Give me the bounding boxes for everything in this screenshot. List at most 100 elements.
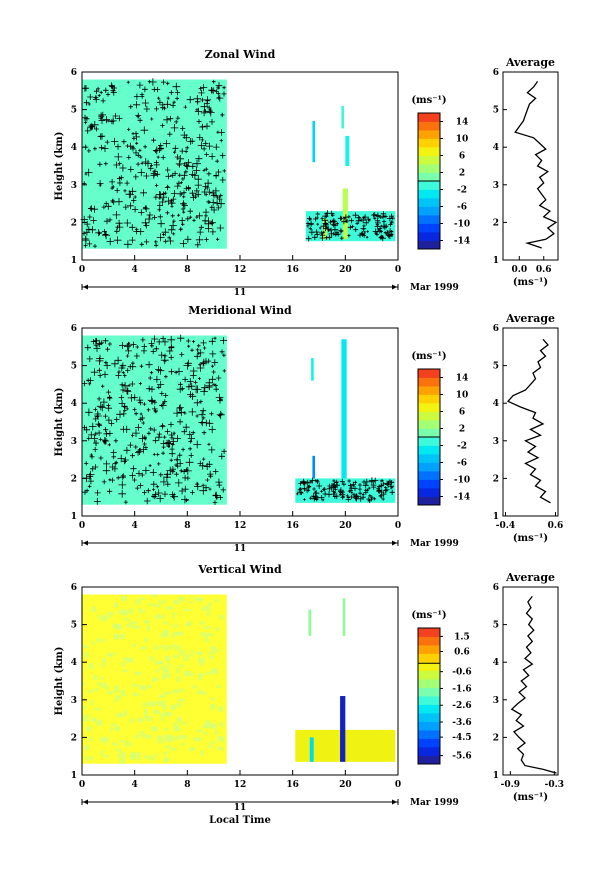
colorbar-swatch: [418, 471, 440, 480]
heatmap-cell: [86, 726, 92, 732]
panel-title: Vertical Wind: [197, 563, 282, 576]
heatmap-cell: [186, 621, 192, 626]
colorbar-tick-label: 1.5: [454, 632, 470, 642]
wind-texture-marks: [80, 78, 395, 249]
colorbar-unit: (ms⁻¹): [411, 95, 446, 106]
x-tick-label: 8: [184, 265, 190, 275]
day-bar-arrow: [392, 284, 397, 290]
day-bar-arrow: [392, 540, 397, 546]
heatmap-cell: [181, 742, 186, 746]
heatmap-cell: [83, 683, 87, 686]
heatmap-cell: [97, 614, 101, 620]
average-y-tick-label: 5: [493, 106, 499, 116]
colorbar-swatch: [418, 462, 440, 472]
colorbar-swatch: [418, 670, 440, 680]
heatmap-cell: [176, 716, 182, 722]
heatmap-cell: [113, 633, 119, 640]
heatmap-cell: [130, 752, 139, 758]
heatmap-cell: [144, 734, 152, 739]
average-y-tick-label: 4: [493, 658, 499, 668]
day-bar-arrow: [83, 284, 88, 290]
heatmap-cell: [183, 655, 190, 662]
heatmap-cell: [130, 683, 139, 688]
x-tick-label: 20: [339, 521, 352, 531]
heatmap-cell: [100, 750, 105, 756]
heatmap-cell: [151, 726, 159, 732]
heatmap-cell: [148, 656, 155, 661]
heatmap-cell: [163, 751, 167, 756]
colorbar-tick-label: -2: [457, 442, 467, 452]
heatmap-cell: [94, 688, 101, 691]
heatmap-cell: [151, 754, 158, 757]
heatmap-cell: [188, 747, 194, 752]
heatmap-cell: [161, 705, 168, 710]
heatmap-block: [312, 120, 316, 163]
average-x-tick-label: -0.4: [496, 521, 515, 531]
heatmap-cell: [206, 719, 211, 723]
heatmap-cell: [171, 735, 179, 741]
heatmap-cell: [178, 649, 186, 656]
average-x-tick-label: -0.3: [545, 780, 564, 790]
heatmap-cell: [216, 746, 223, 751]
heatmap-cell: [160, 716, 165, 722]
heatmap-cell: [138, 608, 146, 614]
colorbar-tick-label: -2: [457, 186, 467, 196]
heatmap-cell: [187, 601, 194, 604]
heatmap-cell: [217, 615, 225, 620]
heatmap-cell: [162, 691, 169, 696]
colorbar-tick-label: -14: [454, 493, 470, 503]
heatmap-cell: [204, 632, 212, 636]
heatmap-cell: [148, 755, 155, 761]
heatmap-cell: [198, 620, 205, 625]
average-y-tick-label: 3: [493, 437, 499, 447]
heatmap-cell: [198, 657, 205, 663]
colorbar-swatch: [418, 645, 440, 654]
x-tick-label: 20: [339, 265, 352, 275]
heatmap-cell: [173, 600, 180, 605]
colorbar-swatch: [418, 394, 440, 404]
heatmap-cell: [162, 665, 170, 669]
heatmap-cell: [204, 721, 210, 725]
average-y-tick-label: 3: [493, 181, 499, 191]
y-tick-label: 5: [71, 621, 77, 631]
day-label: 11: [234, 288, 247, 298]
x-tick-label: 16: [286, 780, 299, 790]
colorbar-tick-label: 10: [456, 391, 469, 401]
heatmap-cell: [208, 741, 217, 744]
heatmap-cell: [124, 618, 131, 621]
average-y-tick-label: 1: [493, 512, 499, 522]
heatmap-cell: [91, 606, 96, 612]
y-tick-label: 3: [71, 437, 77, 447]
colorbar-swatch: [418, 147, 440, 156]
heatmap-block: [309, 737, 314, 762]
heatmap-cell: [94, 708, 101, 711]
colorbar-swatch: [418, 113, 440, 122]
average-x-tick-label: 0.6: [536, 265, 552, 275]
x-tick-label: 16: [286, 265, 299, 275]
colorbar-unit: (ms⁻¹): [411, 351, 446, 362]
heatmap-block: [341, 105, 345, 129]
heatmap-cell: [198, 676, 202, 681]
heatmap-cell: [162, 668, 170, 674]
average-y-tick-label: 1: [493, 256, 499, 266]
average-y-tick-label: 6: [493, 68, 499, 78]
heatmap-cell: [174, 645, 182, 651]
heatmap-cell: [154, 615, 162, 619]
heatmap-cell: [165, 691, 174, 694]
heatmap-block: [345, 135, 350, 166]
colorbar-swatch: [418, 403, 440, 412]
heatmap-cell: [165, 737, 173, 742]
heatmap-cell: [121, 596, 127, 601]
heatmap-cell: [158, 694, 166, 698]
heatmap-cell: [108, 653, 113, 657]
heatmap-cell: [176, 703, 183, 708]
y-tick-label: 4: [71, 658, 77, 668]
colorbar-swatch: [418, 130, 440, 139]
heatmap-cell: [82, 645, 89, 648]
heatmap-cell: [163, 629, 169, 635]
heatmap-cell: [204, 723, 211, 727]
average-frame: [502, 327, 559, 517]
heatmap-cell: [171, 644, 177, 648]
heatmap-cell: [106, 614, 113, 618]
heatmap-cell: [129, 755, 136, 760]
